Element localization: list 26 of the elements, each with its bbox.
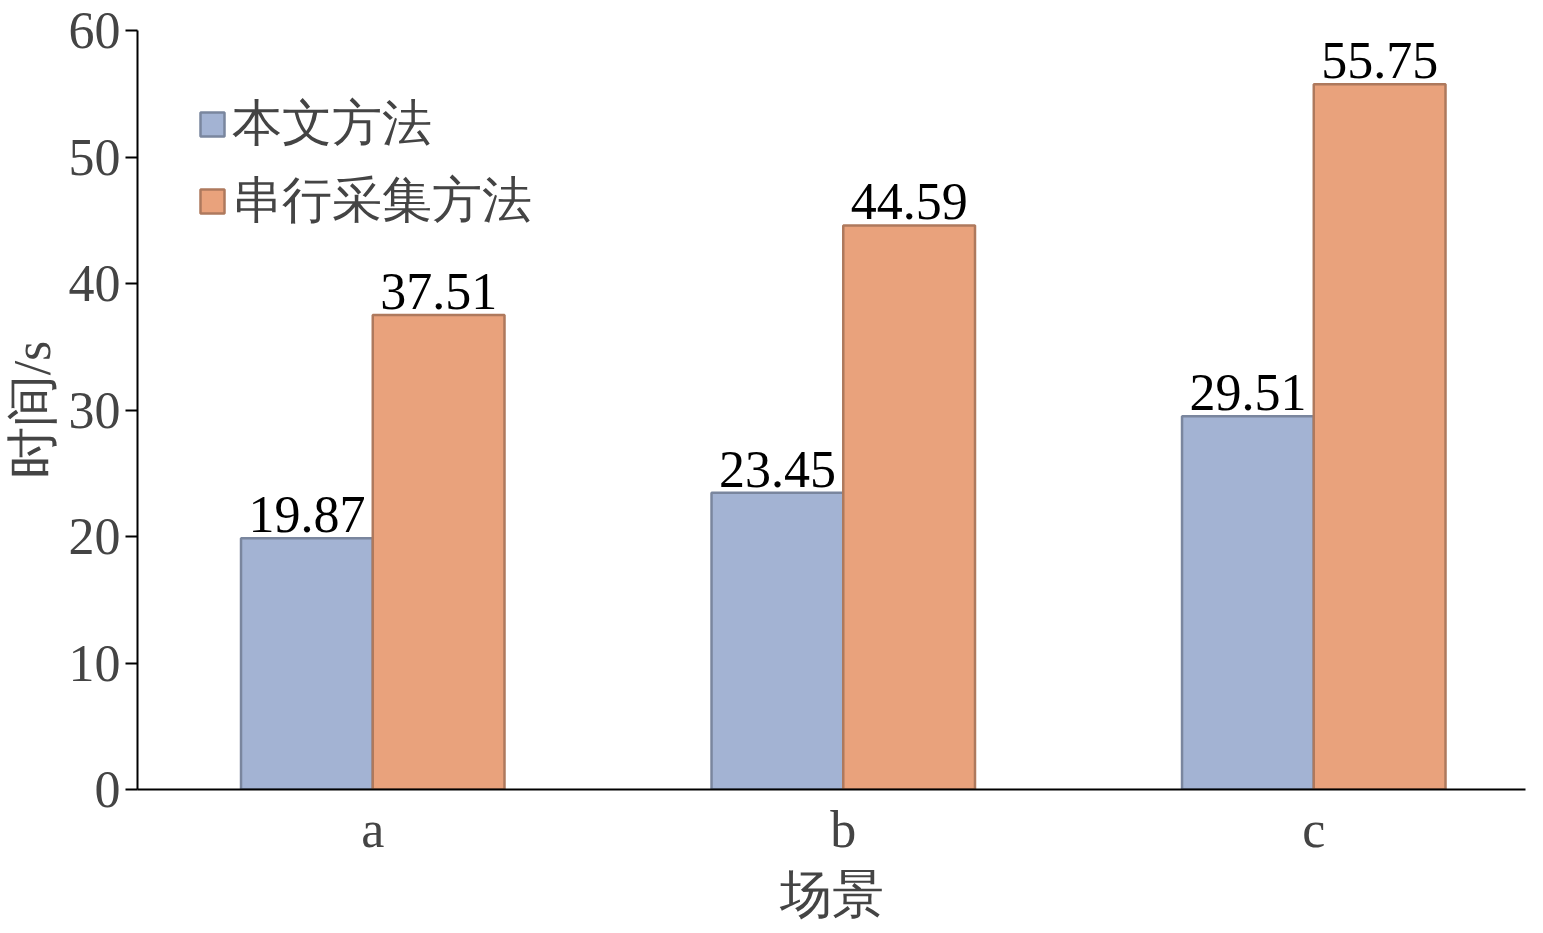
y-tick-label: 60 (68, 2, 121, 59)
y-tick-label: 0 (94, 761, 121, 818)
x-tick-label: c (1302, 800, 1326, 858)
y-axis-title: 时间/s (3, 340, 61, 480)
data-label: 23.45 (718, 440, 836, 498)
y-tick-label: 20 (68, 508, 121, 565)
y-tick-label: 40 (68, 255, 121, 312)
legend-label: 本文方法 (232, 94, 432, 153)
bar (710, 491, 845, 790)
bar (1180, 414, 1316, 790)
y-tick-label: 30 (68, 381, 121, 439)
data-label: 19.87 (248, 486, 366, 544)
x-tick-label: b (830, 800, 857, 858)
y-tick-label: 10 (68, 634, 121, 692)
data-label: 55.75 (1321, 32, 1439, 90)
x-axis-title: 场景 (778, 865, 884, 923)
bar (842, 224, 977, 790)
bar (1312, 83, 1447, 790)
legend-label: 串行采集方法 (232, 171, 532, 230)
x-tick-label: a (361, 800, 385, 858)
bar (239, 536, 374, 790)
data-label: 44.59 (850, 173, 968, 231)
bar (371, 313, 506, 790)
y-tick-label: 50 (68, 128, 121, 186)
data-label: 29.51 (1189, 364, 1307, 422)
data-label: 37.51 (380, 263, 498, 320)
